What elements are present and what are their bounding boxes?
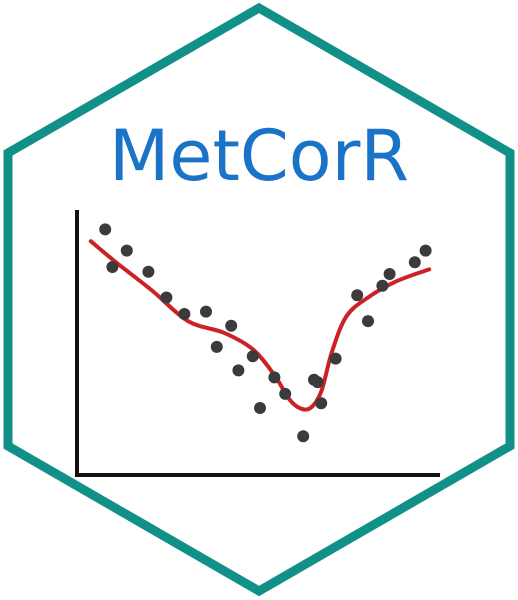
data-point (99, 223, 111, 235)
data-point (232, 364, 244, 376)
data-point (409, 256, 421, 268)
data-point (297, 430, 309, 442)
data-point (268, 371, 280, 383)
data-point (330, 353, 342, 365)
data-point (254, 402, 266, 414)
data-point (420, 245, 432, 257)
data-point (362, 315, 374, 327)
data-point (376, 280, 388, 292)
logo-title: MetCorR (109, 115, 409, 197)
data-point (200, 306, 212, 318)
data-point (211, 341, 223, 353)
data-point (312, 376, 324, 388)
data-point (178, 308, 190, 320)
data-point (225, 320, 237, 332)
data-point (384, 268, 396, 280)
data-point (279, 388, 291, 400)
data-point (142, 266, 154, 278)
data-point (351, 289, 363, 301)
data-point (121, 245, 133, 257)
data-point (315, 397, 327, 409)
data-point (160, 292, 172, 304)
hexagon-border (8, 8, 510, 591)
data-point (247, 350, 259, 362)
data-point (106, 261, 118, 273)
